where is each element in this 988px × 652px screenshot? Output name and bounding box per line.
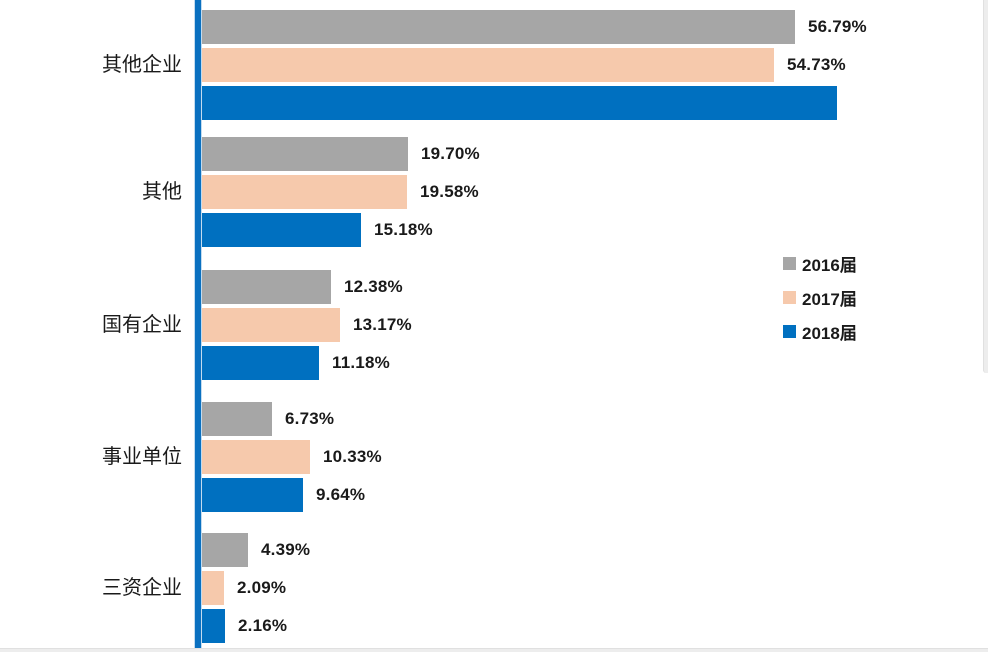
value-label: 2.16% bbox=[238, 616, 288, 635]
value-label: 56.79% bbox=[808, 17, 867, 36]
bar bbox=[202, 10, 795, 44]
legend-swatch-icon bbox=[783, 290, 796, 304]
page-edge-right bbox=[983, 0, 988, 373]
value-label: 13.17% bbox=[353, 315, 412, 334]
value-label: 2.09% bbox=[237, 578, 287, 597]
value-label: 6.73% bbox=[285, 409, 335, 428]
value-label: 4.39% bbox=[261, 540, 311, 559]
value-label: 19.70% bbox=[421, 144, 480, 163]
value-label: 10.33% bbox=[323, 447, 382, 466]
value-label: 54.73% bbox=[787, 55, 846, 74]
bar bbox=[202, 478, 303, 512]
legend-label: 2017届 bbox=[802, 289, 857, 309]
bar bbox=[202, 402, 272, 436]
value-label: 11.18% bbox=[332, 353, 390, 372]
legend-entry: 2016届 bbox=[783, 246, 857, 280]
chart-legend: 2016届 2017届 2018届 bbox=[783, 246, 857, 348]
bar bbox=[202, 533, 248, 567]
bar bbox=[202, 609, 225, 643]
category-label: 三资企业 bbox=[102, 577, 182, 599]
bar bbox=[202, 137, 408, 171]
legend-entry: 2018届 bbox=[783, 314, 857, 348]
bar bbox=[202, 175, 407, 209]
bar bbox=[202, 440, 310, 474]
bar bbox=[202, 213, 361, 247]
bar bbox=[202, 86, 837, 120]
bar bbox=[202, 270, 331, 304]
legend-swatch-icon bbox=[783, 256, 796, 270]
category-label: 事业单位 bbox=[102, 446, 182, 468]
chart-value-axis-line bbox=[195, 0, 201, 648]
category-label: 其他企业 bbox=[102, 54, 182, 76]
value-label: 12.38% bbox=[344, 277, 403, 296]
category-label: 国有企业 bbox=[102, 314, 182, 336]
legend-label: 2016届 bbox=[802, 255, 857, 275]
value-label: 9.64% bbox=[316, 485, 366, 504]
bar bbox=[202, 48, 774, 82]
bar bbox=[202, 308, 340, 342]
legend-entry: 2017届 bbox=[783, 280, 857, 314]
legend-label: 2018届 bbox=[802, 323, 857, 343]
value-label: 19.58% bbox=[420, 182, 479, 201]
value-label: 15.18% bbox=[374, 220, 433, 239]
bar bbox=[202, 346, 319, 380]
bar bbox=[202, 571, 224, 605]
page-edge-bottom bbox=[0, 648, 988, 652]
legend-swatch-icon bbox=[783, 324, 796, 338]
category-label: 其他 bbox=[142, 181, 182, 203]
